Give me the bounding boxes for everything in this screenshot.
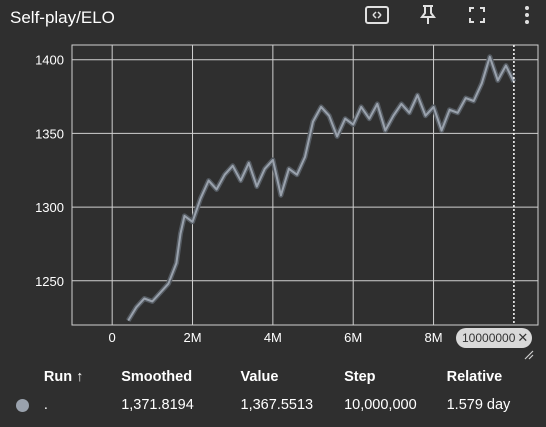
step-cursor-badge[interactable]: 10000000 ✕ (456, 328, 533, 348)
x-tick-label: 2M (183, 330, 201, 345)
legend-relative: 1.579 day (446, 397, 511, 413)
legend-step: 10,000,000 (344, 397, 417, 413)
y-tick-label: 1400 (35, 53, 64, 68)
x-tick-label: 6M (344, 330, 362, 345)
series-color-dot (16, 398, 29, 412)
resize-handle-icon[interactable] (524, 350, 534, 360)
x-tick-label: 4M (264, 330, 282, 345)
legend-header-relative[interactable]: Relative (446, 369, 503, 385)
legend-row[interactable]: . 1,371.8194 1,367.5513 10,000,000 1.579… (8, 390, 546, 420)
legend-run-name: . (43, 397, 48, 413)
legend-value: 1,367.5513 (240, 397, 314, 413)
grid-lines (71, 44, 539, 326)
legend-table: Run ↑ Smoothed Value Step Relative . 1,3… (8, 364, 546, 420)
chart-title: Self-play/ELO (10, 8, 115, 27)
y-tick-label: 1350 (35, 126, 64, 141)
line-chart[interactable]: 1250 1300 1350 1400 0 2M 4M 6M 8M (0, 0, 546, 360)
legend-header-step[interactable]: Step (344, 369, 376, 385)
fullscreen-icon[interactable] (464, 3, 490, 27)
more-vert-icon[interactable] (514, 3, 540, 27)
legend-header-value[interactable]: Value (240, 369, 279, 385)
legend-header-smoothed[interactable]: Smoothed (121, 369, 193, 385)
legend-header-run[interactable]: Run ↑ (43, 369, 84, 385)
y-tick-label: 1250 (35, 274, 64, 289)
fit-domain-icon[interactable] (364, 3, 390, 27)
step-cursor-label: 10000000 (462, 331, 516, 345)
x-tick-label: 0 (109, 330, 116, 345)
tick-labels: 1250 1300 1350 1400 0 2M 4M 6M 8M (35, 53, 443, 345)
series-smoothed-line (127, 55, 515, 322)
legend-smoothed-value: 1,371.8194 (121, 397, 194, 413)
plot-frame (71, 44, 539, 326)
pin-icon[interactable] (415, 3, 441, 27)
legend-header-row: Run ↑ Smoothed Value Step Relative (8, 364, 546, 390)
close-icon[interactable]: ✕ (517, 330, 529, 345)
y-tick-label: 1300 (35, 200, 64, 215)
x-tick-label: 8M (425, 330, 443, 345)
series-lines (126, 54, 517, 322)
